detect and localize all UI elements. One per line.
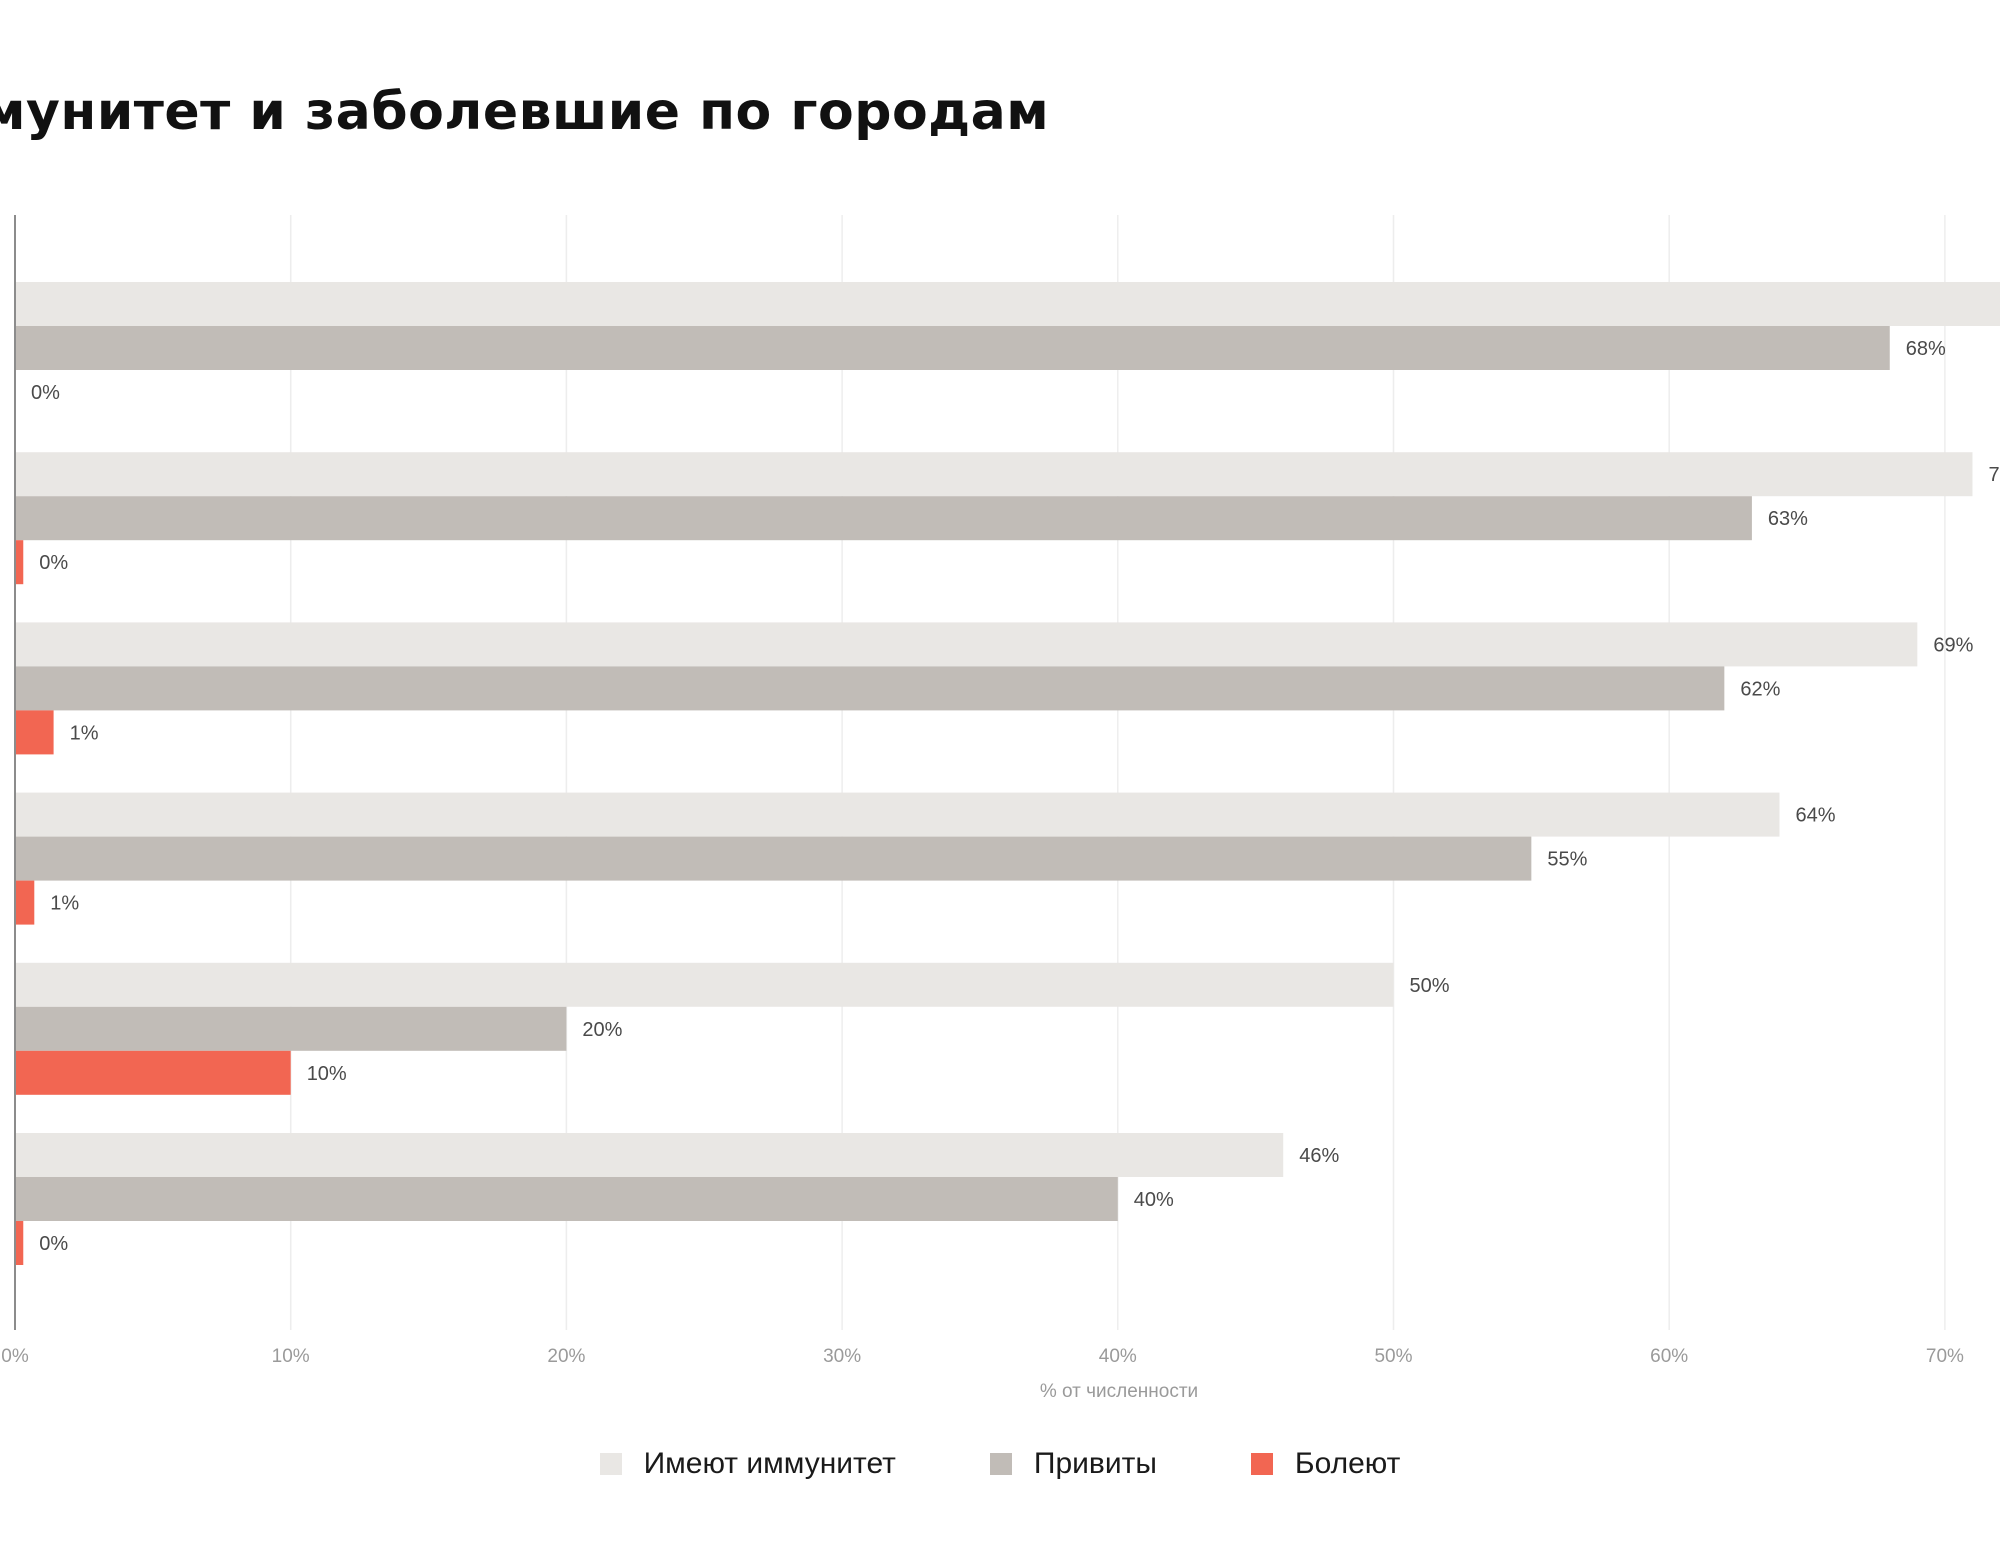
- x-tick-label: 20%: [547, 1346, 585, 1367]
- legend-label: Болеют: [1294, 1447, 1401, 1480]
- data-label: 46%: [1299, 1145, 1339, 1167]
- x-tick-label: 70%: [1926, 1346, 1964, 1367]
- data-label: 7: [1988, 464, 1999, 486]
- legend-label: Привиты: [1033, 1447, 1157, 1480]
- x-tick-label: 30%: [823, 1346, 861, 1367]
- bar-sick: [15, 1221, 24, 1265]
- legend: Имеют иммунитет Привиты Болеют: [0, 1444, 2000, 1484]
- bar-vaccinated: [15, 496, 1752, 541]
- x-tick-label: 0%: [1, 1346, 29, 1367]
- data-label: 40%: [1134, 1189, 1174, 1211]
- legend-item-immunity: Имеют иммунитет: [599, 1447, 896, 1481]
- data-label: 1%: [50, 893, 79, 915]
- bar-immunity: [15, 792, 1780, 837]
- x-tick-label: 60%: [1650, 1346, 1688, 1367]
- data-label: 62%: [1740, 678, 1780, 700]
- data-label: 10%: [307, 1063, 347, 1085]
- x-tick-label: 50%: [1374, 1346, 1412, 1367]
- x-tick-label: 40%: [1099, 1346, 1137, 1367]
- legend-label: Имеют иммунитет: [643, 1447, 896, 1480]
- legend-item-sick: Болеют: [1250, 1447, 1401, 1481]
- data-label: 20%: [582, 1019, 622, 1041]
- bar-vaccinated: [15, 1006, 567, 1051]
- bar-vaccinated: [15, 1177, 1118, 1221]
- bar-immunity: [15, 962, 1394, 1007]
- bar-vaccinated: [15, 326, 1890, 370]
- data-label: 0%: [39, 1233, 68, 1255]
- bar-sick: [15, 880, 35, 925]
- legend-item-vaccinated: Привиты: [989, 1447, 1157, 1481]
- data-label: 0%: [31, 382, 60, 404]
- bar-immunity: [15, 622, 1918, 667]
- bar-immunity: [15, 1133, 1284, 1177]
- data-label: 1%: [70, 722, 99, 744]
- x-axis-ticks: 0% 10% 20% 30% 40% 50% 60% 70%: [1, 1346, 1964, 1367]
- bars: [15, 282, 2000, 1265]
- data-label: 63%: [1768, 508, 1808, 530]
- bar-immunity: [15, 282, 2000, 326]
- data-label: 55%: [1547, 849, 1587, 871]
- data-labels: 68% 0% 7 63% 0% 69% 62% 1% 64% 55% 1% 50% 20% 10% 46% 4…: [31, 338, 2000, 1255]
- bar-vaccinated: [15, 836, 1532, 881]
- data-label: 50%: [1410, 975, 1450, 997]
- data-label: 0%: [39, 552, 68, 574]
- legend-swatch: [599, 1453, 622, 1475]
- bar-sick: [15, 540, 24, 585]
- data-label: 68%: [1906, 338, 1946, 360]
- bar-immunity: [15, 452, 1973, 497]
- data-label: 69%: [1933, 634, 1973, 656]
- gridlines: [289, 215, 1946, 1330]
- legend-swatch: [1250, 1453, 1273, 1475]
- data-label: 64%: [1795, 805, 1835, 827]
- chart-title: ммунитет и заболевшие по городам: [0, 82, 1050, 142]
- bar-sick: [15, 1050, 291, 1095]
- bar-vaccinated: [15, 666, 1725, 711]
- x-tick-label: 10%: [272, 1346, 310, 1367]
- bar-sick: [15, 710, 54, 755]
- x-axis-label: % от численности: [1040, 1381, 1198, 1402]
- legend-swatch: [989, 1453, 1012, 1475]
